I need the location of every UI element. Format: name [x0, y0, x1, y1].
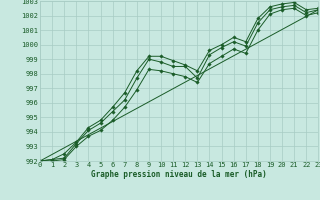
- X-axis label: Graphe pression niveau de la mer (hPa): Graphe pression niveau de la mer (hPa): [91, 170, 267, 179]
